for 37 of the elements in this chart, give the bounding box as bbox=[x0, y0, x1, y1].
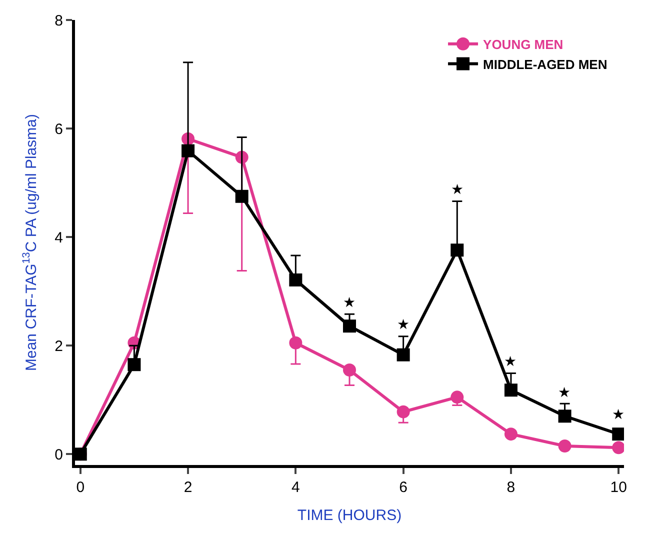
point bbox=[128, 358, 141, 372]
y-tick-label: 6 bbox=[54, 120, 63, 138]
point bbox=[612, 441, 624, 454]
x-axis-title: TIME (HOURS) bbox=[297, 507, 402, 524]
point bbox=[182, 144, 195, 158]
y-tick-label: 0 bbox=[54, 446, 63, 464]
x-tick-label: 2 bbox=[184, 479, 192, 496]
annotation: ★ bbox=[343, 295, 356, 311]
x-tick-label: 0 bbox=[76, 479, 85, 496]
x-tick-label: 10 bbox=[610, 479, 627, 496]
annotation: ★ bbox=[558, 385, 571, 401]
point bbox=[343, 320, 356, 333]
x-tick-label: 6 bbox=[399, 479, 408, 496]
point bbox=[612, 428, 624, 441]
x-tick-label: 8 bbox=[506, 479, 516, 496]
point bbox=[504, 384, 518, 397]
annotation: ★ bbox=[451, 182, 464, 198]
legend-label: MIDDLE-AGED MEN bbox=[483, 56, 608, 72]
point bbox=[504, 428, 518, 441]
point bbox=[558, 410, 572, 423]
annotation: ★ bbox=[397, 317, 410, 333]
point bbox=[396, 405, 410, 418]
x-tick-label: 4 bbox=[292, 479, 300, 496]
point bbox=[343, 364, 356, 377]
point bbox=[450, 390, 464, 404]
y-tick-label: 4 bbox=[54, 229, 63, 246]
annotation: ★ bbox=[612, 407, 625, 423]
y-tick-label: 8 bbox=[54, 12, 63, 30]
legend-label: YOUNG MEN bbox=[483, 36, 564, 52]
point bbox=[289, 336, 302, 350]
y-tick-label: 2 bbox=[54, 338, 63, 355]
point bbox=[396, 348, 410, 362]
point bbox=[289, 273, 302, 286]
annotation: ★ bbox=[504, 354, 517, 370]
point bbox=[235, 190, 248, 203]
point bbox=[558, 440, 572, 453]
point bbox=[450, 244, 464, 257]
